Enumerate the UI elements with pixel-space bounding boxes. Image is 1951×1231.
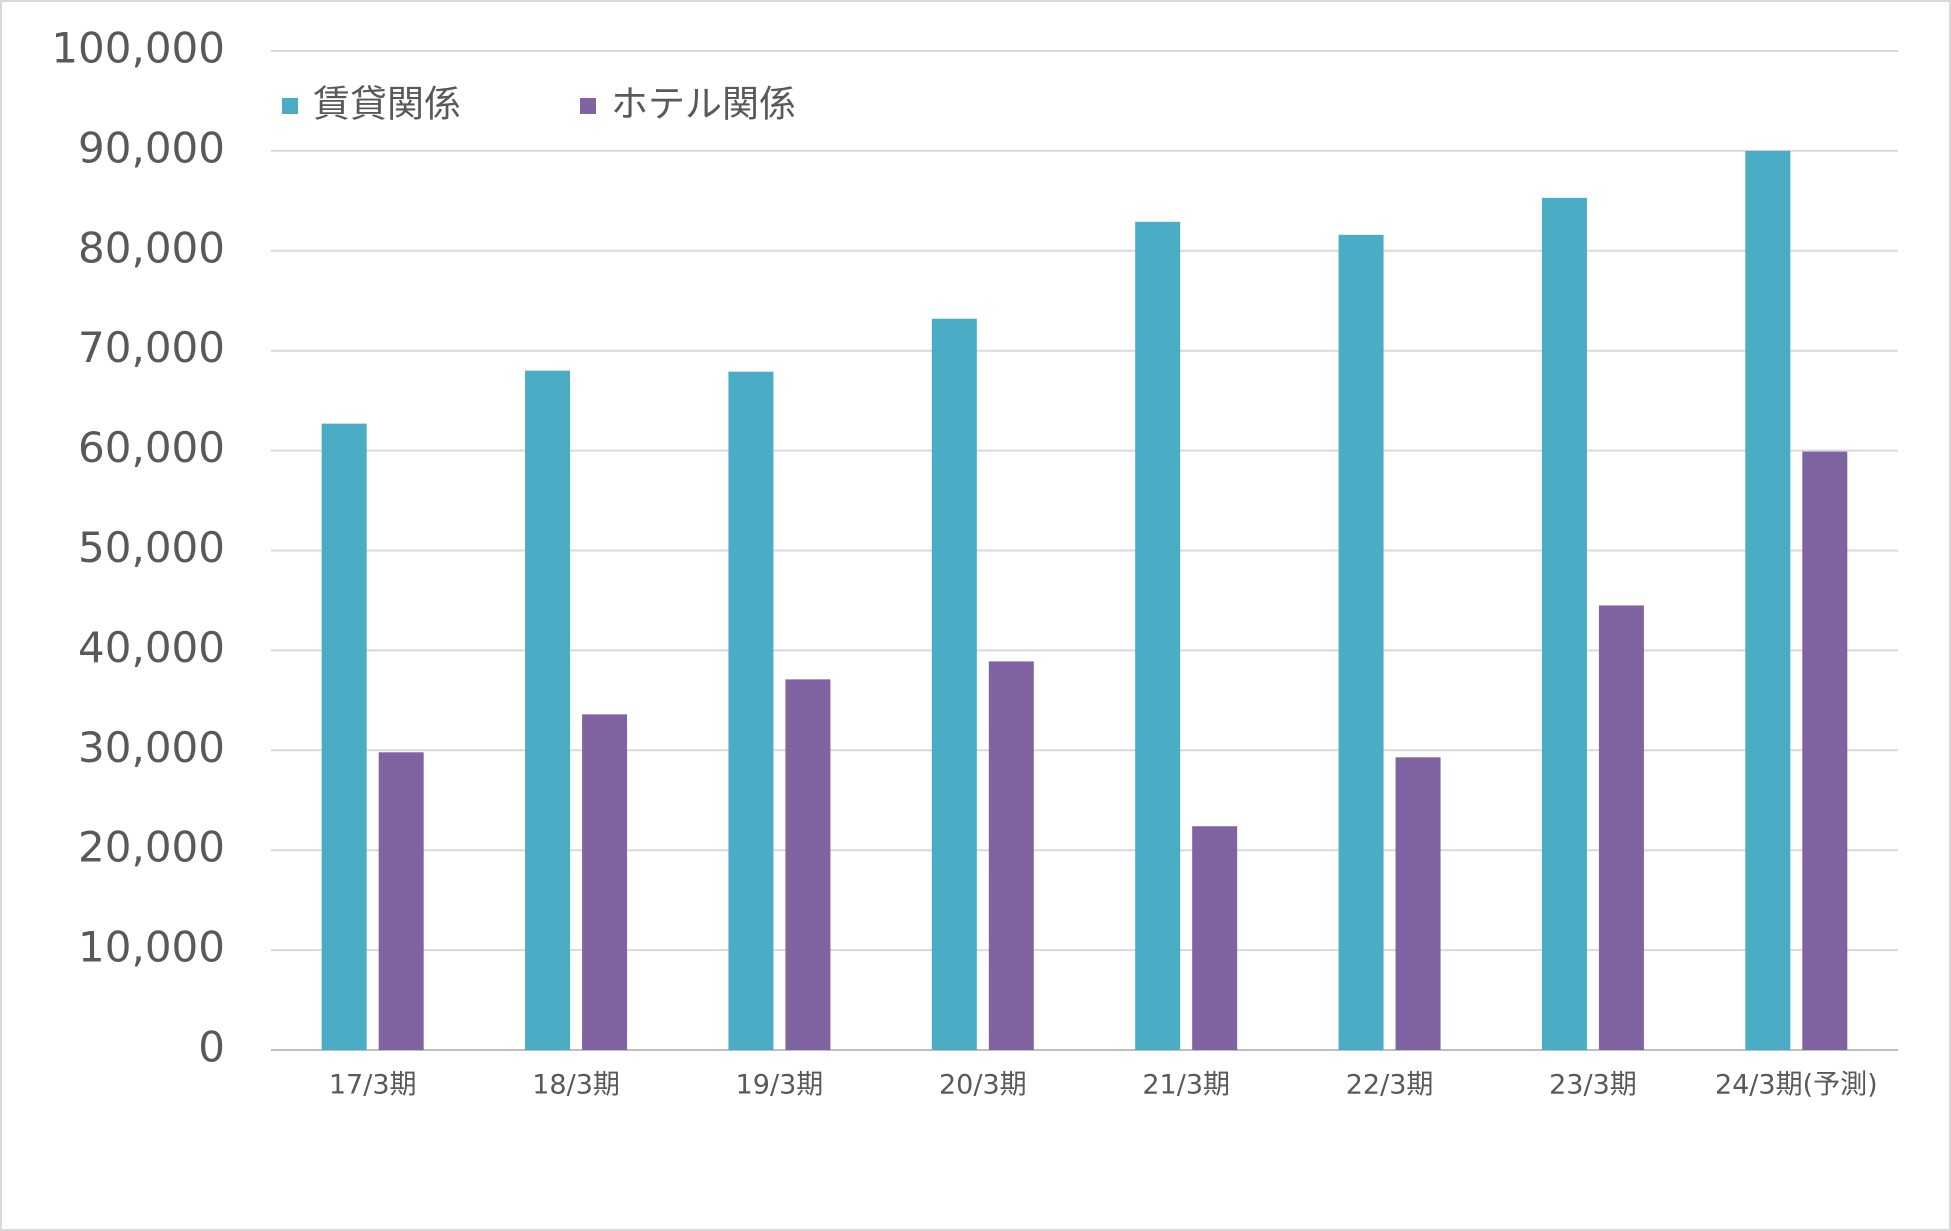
bar [1598, 605, 1644, 1050]
legend-label: 賃貸関係 [313, 83, 461, 126]
bar [728, 371, 774, 1051]
legend-label: ホテル関係 [611, 83, 796, 126]
bar [1802, 451, 1848, 1050]
bar [321, 423, 367, 1050]
bar [1745, 150, 1791, 1050]
x-tick-label: 24/3期(予測) [1715, 1070, 1878, 1101]
bar [1395, 757, 1441, 1050]
bar [785, 679, 831, 1050]
bar [378, 752, 424, 1050]
x-tick-label: 21/3期 [1142, 1070, 1230, 1101]
bar [1541, 197, 1587, 1050]
x-tick-label: 19/3期 [736, 1070, 824, 1101]
y-tick-label: 90,000 [78, 123, 225, 172]
legend-swatch [580, 98, 596, 114]
y-tick-label: 0 [198, 1023, 225, 1072]
bar [988, 661, 1034, 1050]
bar [1338, 234, 1384, 1051]
x-tick-label: 22/3期 [1346, 1070, 1434, 1101]
y-tick-label: 30,000 [78, 723, 225, 772]
y-tick-label: 20,000 [78, 823, 225, 872]
legend-swatch [282, 98, 298, 114]
bar [582, 714, 628, 1050]
y-tick-label: 80,000 [78, 223, 225, 272]
y-tick-label: 70,000 [78, 323, 225, 372]
y-tick-label: 50,000 [78, 523, 225, 572]
bar [1192, 826, 1238, 1050]
bar [525, 370, 571, 1050]
x-tick-label: 20/3期 [939, 1070, 1027, 1101]
y-tick-label: 60,000 [78, 423, 225, 472]
y-tick-label: 100,000 [51, 24, 225, 73]
y-tick-label: 10,000 [78, 923, 225, 972]
x-tick-label: 17/3期 [329, 1070, 417, 1101]
bar [931, 318, 977, 1050]
x-tick-label: 18/3期 [532, 1070, 620, 1101]
y-tick-label: 40,000 [78, 623, 225, 672]
bar [1135, 221, 1181, 1051]
x-tick-label: 23/3期 [1549, 1070, 1637, 1101]
